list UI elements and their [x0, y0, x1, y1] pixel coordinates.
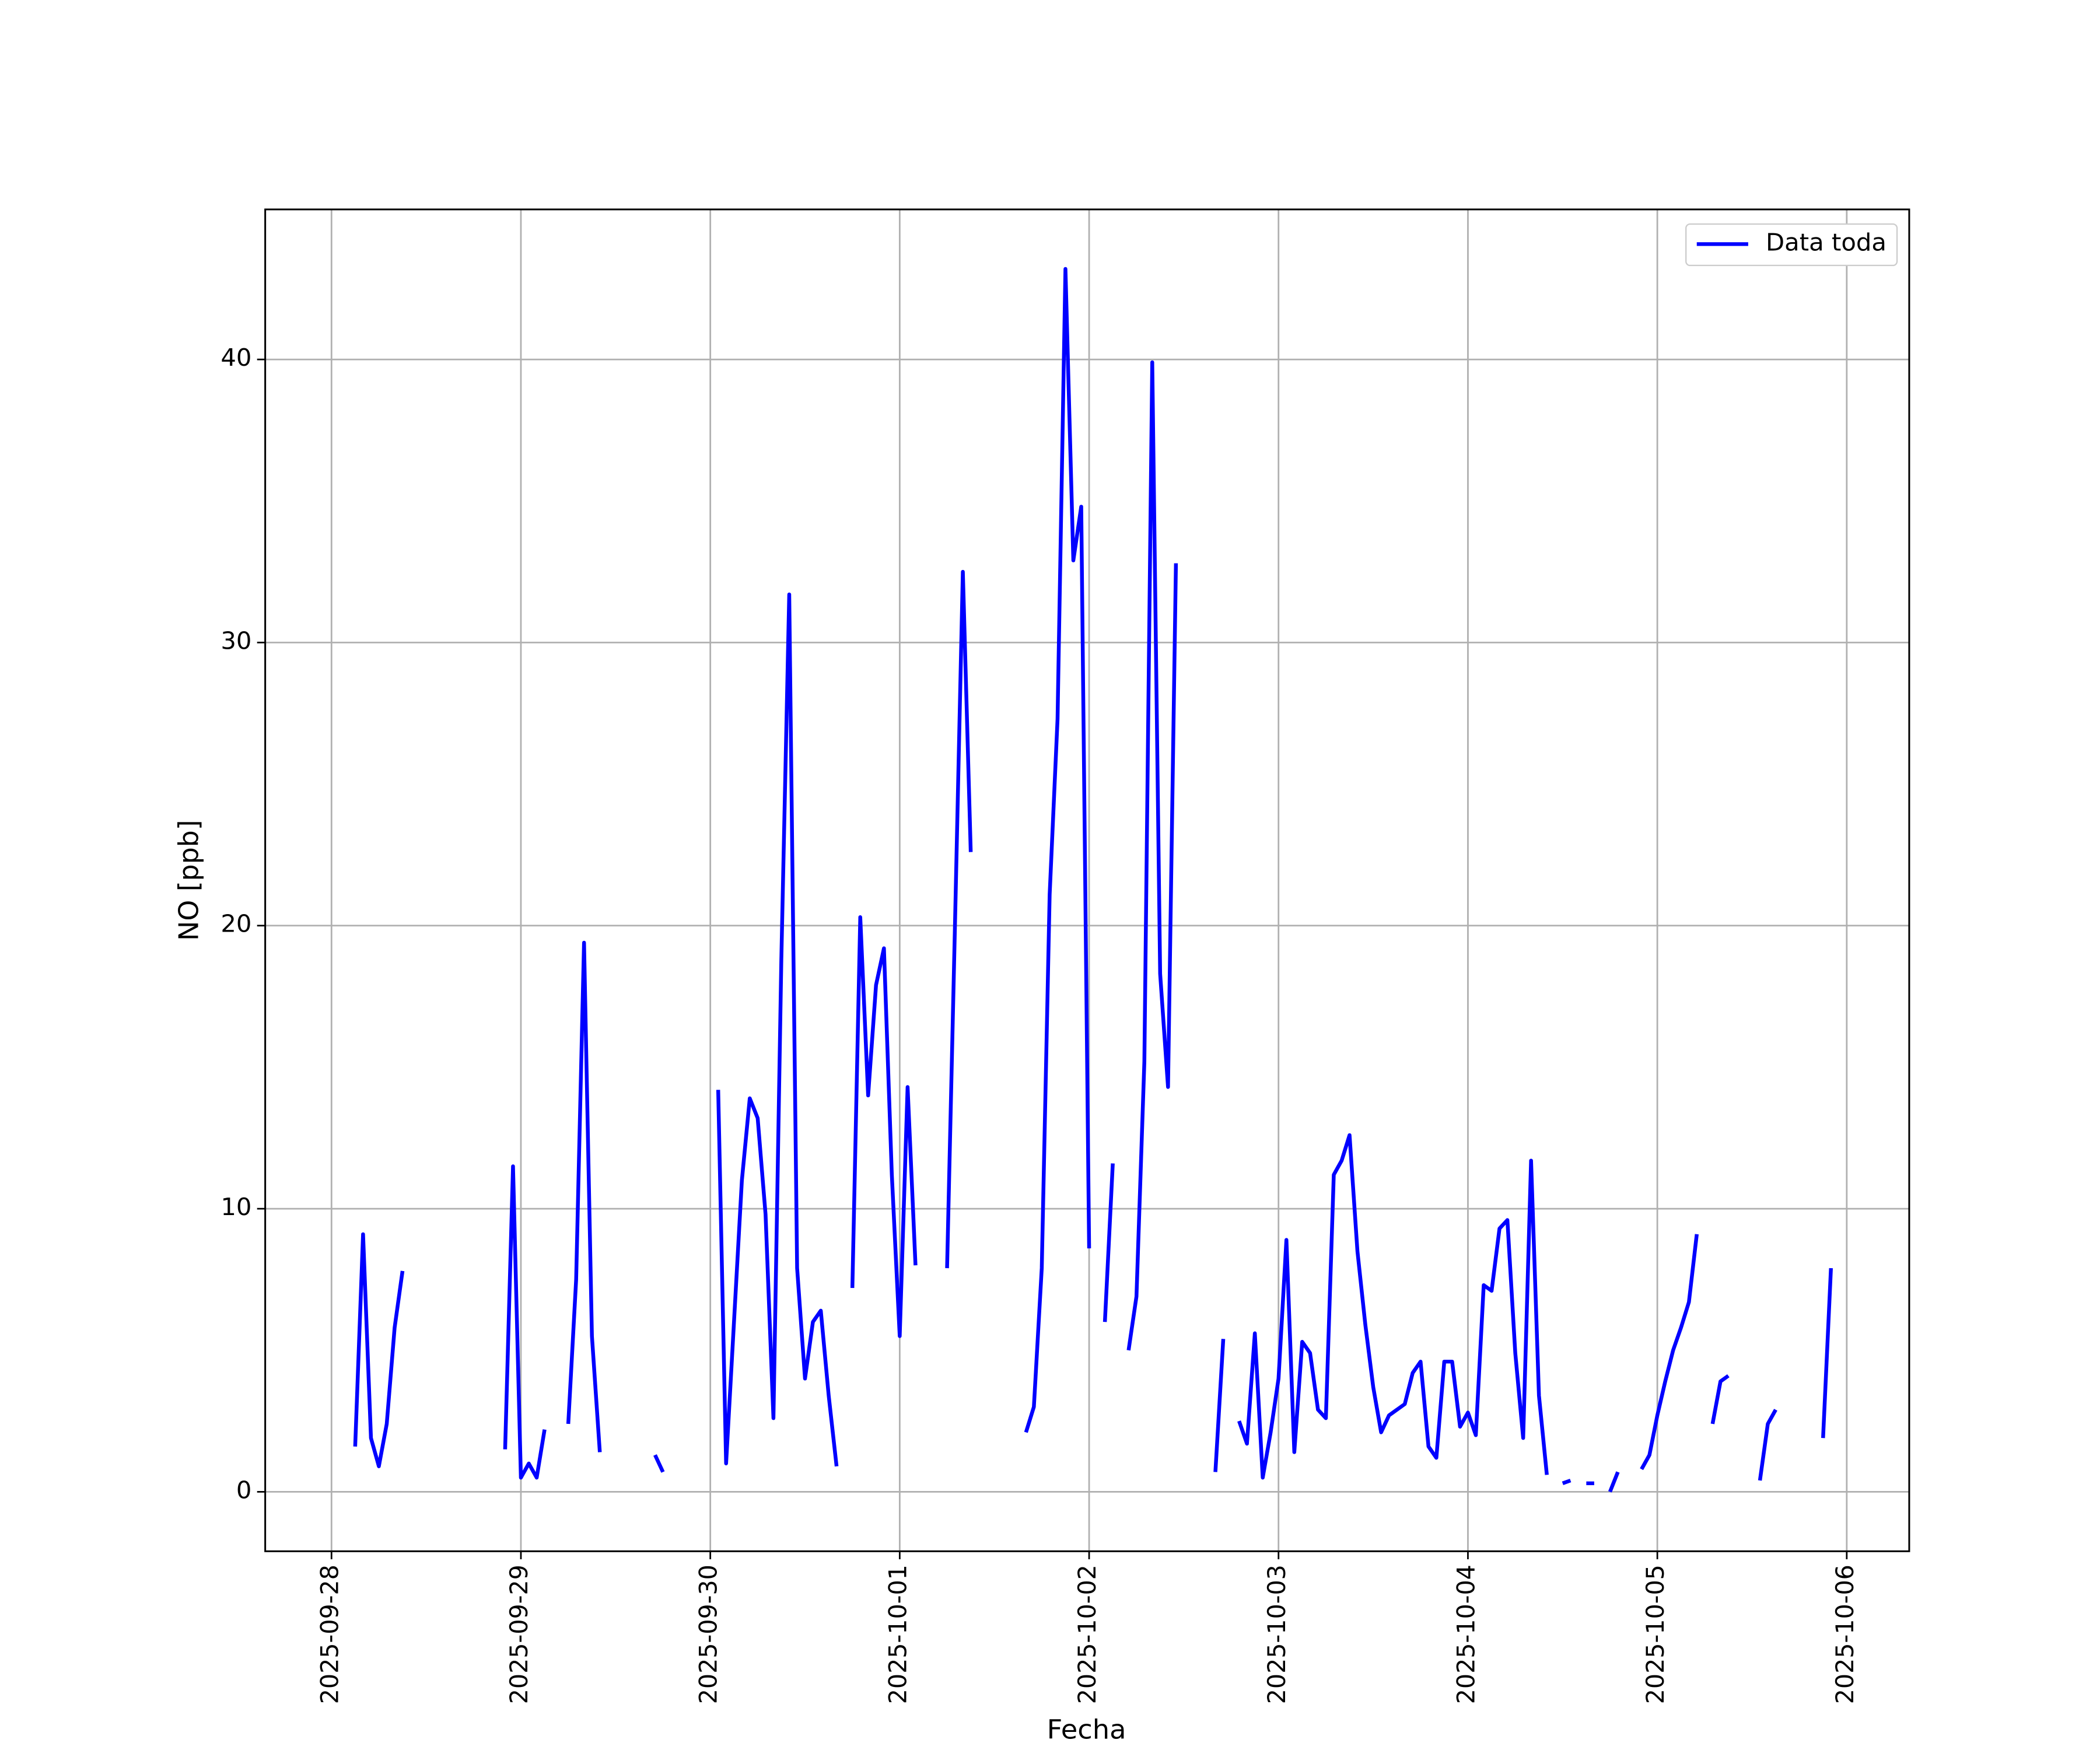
legend-box	[1685, 223, 1898, 267]
x-tick-label: 2025-10-01	[884, 1564, 912, 1704]
y-tick-label: 0	[236, 1476, 252, 1504]
legend-label: Data toda	[1766, 229, 1887, 257]
x-tick-label: 2025-09-28	[316, 1564, 344, 1704]
x-tick-label: 2025-10-06	[1831, 1564, 1859, 1704]
axes: 0 10 20 30 40 2025-09-28 2025-09-29 2025-09-30 2…	[220, 344, 1859, 1704]
x-tick-label: 2025-09-30	[694, 1564, 722, 1704]
data-line	[353, 267, 1833, 1493]
x-tick-label: 2025-09-29	[505, 1564, 533, 1704]
legend: Data toda	[1685, 223, 1898, 267]
plot-area	[353, 267, 1833, 1493]
y-tick-label: 40	[220, 344, 251, 372]
x-tick-label: 2025-10-02	[1073, 1564, 1101, 1704]
x-tick-label: 2025-10-05	[1642, 1564, 1670, 1704]
y-tick-label: 30	[220, 627, 251, 655]
y-tick-label: 10	[220, 1193, 251, 1221]
axes-frame	[264, 208, 1910, 1552]
y-tick-label: 20	[220, 910, 251, 938]
y-axis-label: NO [ppb]	[173, 820, 204, 940]
x-tick-label: 2025-10-04	[1452, 1564, 1480, 1704]
x-tick-label: 2025-10-03	[1263, 1564, 1291, 1704]
x-axis-label: Fecha	[1047, 1714, 1126, 1745]
